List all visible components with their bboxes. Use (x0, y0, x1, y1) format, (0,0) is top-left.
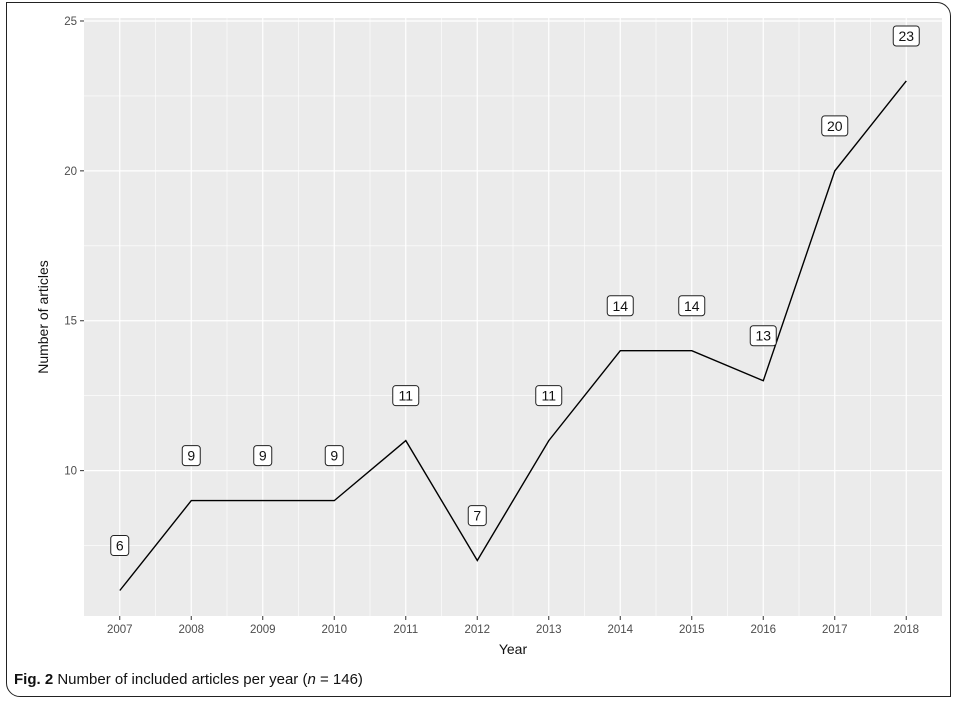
data-label: 9 (181, 445, 201, 467)
data-label-text: 11 (541, 388, 556, 404)
y-axis-title: Number of articles (35, 260, 51, 374)
y-tick-label: 25 (64, 16, 77, 28)
data-label-text: 9 (187, 448, 195, 464)
data-label: 23 (892, 25, 920, 47)
data-label-box (253, 445, 273, 467)
figure-caption-n-symbol: n (307, 671, 316, 688)
x-tick-label: 2011 (393, 624, 418, 636)
data-label-box (467, 505, 487, 527)
data-label-box (678, 295, 706, 317)
data-label: 9 (324, 445, 344, 467)
data-label-box (749, 325, 777, 347)
x-tick-label: 2012 (464, 624, 490, 636)
data-label-box (821, 115, 849, 137)
data-label: 14 (678, 295, 706, 317)
data-label-text: 9 (330, 448, 338, 464)
data-label: 7 (467, 505, 487, 527)
data-label: 20 (821, 115, 849, 137)
data-label-box (324, 445, 344, 467)
x-tick-label: 2015 (679, 624, 705, 636)
grid-lines (84, 18, 942, 616)
figure-caption-label: Fig. 2 (14, 671, 54, 688)
data-label-text: 13 (755, 328, 771, 344)
x-tick-label: 2010 (321, 624, 347, 636)
data-label: 11 (535, 385, 563, 407)
data-label-text: 6 (116, 538, 124, 554)
data-label: 14 (606, 295, 634, 317)
x-tick-label: 2007 (107, 624, 133, 636)
x-axis-title: Year (499, 641, 528, 657)
y-tick-label: 10 (64, 466, 77, 478)
data-label-box (110, 535, 130, 557)
data-label: 13 (749, 325, 777, 347)
data-labels: 6 9 9 9 11 7 11 14 14 13 20 23 (110, 25, 920, 557)
data-label-text: 23 (898, 28, 914, 44)
data-label-text: 20 (827, 118, 843, 134)
x-tick-label: 2009 (250, 624, 276, 636)
data-label-box (606, 295, 634, 317)
figure-caption-n-value: = 146) (315, 671, 363, 688)
data-label-text: 7 (473, 508, 481, 524)
data-label: 11 (392, 385, 420, 407)
figure-caption-text: Number of included articles per year ( (57, 671, 308, 688)
data-label-box (535, 385, 563, 407)
x-tick-label: 2014 (607, 624, 633, 636)
x-tick-label: 2016 (750, 624, 776, 636)
y-tick-label: 20 (64, 166, 77, 178)
data-label-text: 9 (259, 448, 267, 464)
x-tick-label: 2013 (536, 624, 562, 636)
y-tick-label: 15 (64, 316, 77, 328)
data-label-box (392, 385, 420, 407)
data-label-box (181, 445, 201, 467)
data-label-box (892, 25, 920, 47)
data-label-text: 14 (684, 298, 700, 314)
data-label-text: 11 (398, 388, 413, 404)
figure-frame (6, 2, 951, 697)
data-label-text: 14 (612, 298, 628, 314)
data-label: 9 (253, 445, 273, 467)
x-tick-label: 2017 (822, 624, 848, 636)
x-tick-label: 2008 (178, 624, 204, 636)
x-tick-label: 2018 (893, 624, 919, 636)
data-label: 6 (110, 535, 130, 557)
figure-caption: Fig. 2 Number of included articles per y… (14, 671, 363, 688)
